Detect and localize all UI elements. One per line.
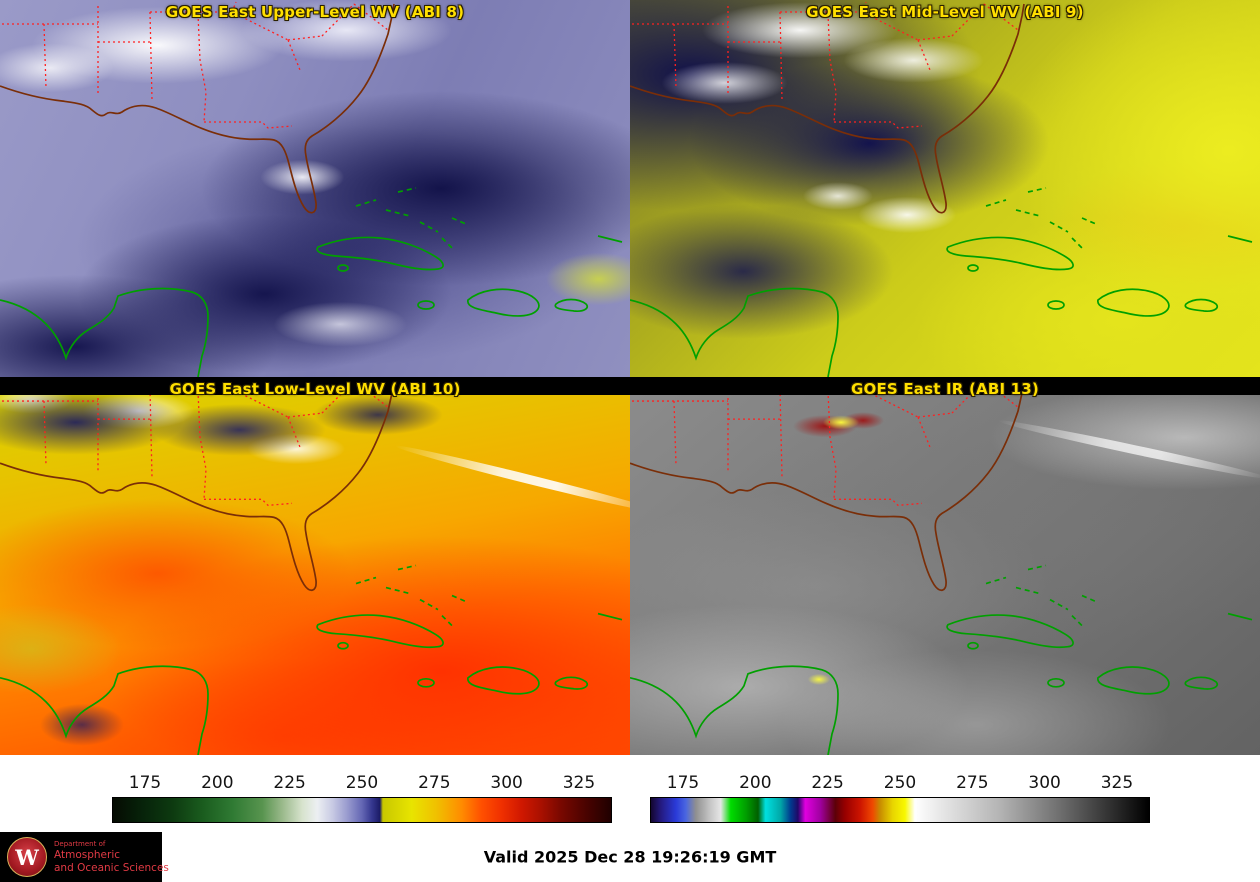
logo-line-1: Atmospheric bbox=[54, 849, 121, 862]
uw-crest-icon: W bbox=[7, 837, 47, 877]
tick-label: 275 bbox=[956, 773, 989, 793]
panel-title: GOES East Low-Level WV (ABI 10) bbox=[169, 380, 461, 398]
tick-label: 250 bbox=[345, 773, 379, 793]
panel-mid-level-wv: GOES East Mid-Level WV (ABI 9) bbox=[630, 0, 1260, 377]
footer: W Department of Atmospheric and Oceanic … bbox=[0, 832, 1260, 882]
tick-label: 275 bbox=[418, 773, 451, 793]
tick-label: 300 bbox=[490, 773, 523, 793]
tick-label: 250 bbox=[883, 773, 917, 793]
uw-aos-logo: W Department of Atmospheric and Oceanic … bbox=[0, 832, 169, 882]
colorbar-ticks: 175 200 225 250 275 300 325 bbox=[112, 773, 612, 795]
colorbar-ticks: 175 200 225 250 275 300 325 bbox=[650, 773, 1150, 795]
logo-text: Department of Atmospheric and Oceanic Sc… bbox=[54, 840, 169, 874]
colorbar-row: 175 200 225 250 275 300 325 175 200 225 … bbox=[0, 755, 1260, 832]
colorbar-wv: 175 200 225 250 275 300 325 bbox=[112, 773, 612, 832]
map-overlay bbox=[630, 1, 1253, 377]
scanline-gap bbox=[0, 377, 630, 395]
logo-dept-of: Department of bbox=[54, 840, 106, 849]
map-overlay bbox=[0, 378, 623, 755]
scanline-gap bbox=[630, 377, 1260, 395]
tick-label: 325 bbox=[562, 773, 596, 793]
crest-letter: W bbox=[15, 844, 39, 870]
panel-upper-level-wv: GOES East Upper-Level WV (ABI 8) bbox=[0, 0, 630, 377]
tick-label: 300 bbox=[1028, 773, 1061, 793]
satellite-quad: GOES East Upper-Level WV (ABI 8) GOES Ea… bbox=[0, 0, 1260, 755]
panel-title: GOES East Mid-Level WV (ABI 9) bbox=[806, 3, 1084, 21]
panel-title: GOES East IR (ABI 13) bbox=[850, 380, 1039, 398]
colorbar-ir-gradient bbox=[650, 797, 1150, 823]
tick-label: 200 bbox=[201, 773, 234, 793]
panel-low-level-wv: GOES East Low-Level WV (ABI 10) bbox=[0, 377, 630, 755]
tick-label: 175 bbox=[128, 773, 162, 793]
valid-time: Valid 2025 Dec 28 19:26:19 GMT bbox=[483, 847, 777, 867]
map-overlay bbox=[630, 378, 1253, 755]
panel-title: GOES East Upper-Level WV (ABI 8) bbox=[165, 3, 465, 21]
logo-line-2: and Oceanic Sciences bbox=[54, 861, 169, 874]
tick-label: 325 bbox=[1100, 773, 1134, 793]
panel-ir: GOES East IR (ABI 13) bbox=[630, 377, 1260, 755]
tick-label: 175 bbox=[666, 773, 700, 793]
tick-label: 225 bbox=[273, 773, 306, 793]
tick-label: 225 bbox=[811, 773, 844, 793]
tick-label: 200 bbox=[739, 773, 772, 793]
map-overlay bbox=[0, 1, 623, 377]
colorbar-wv-gradient bbox=[112, 797, 612, 823]
colorbar-ir: 175 200 225 250 275 300 325 bbox=[650, 773, 1150, 832]
